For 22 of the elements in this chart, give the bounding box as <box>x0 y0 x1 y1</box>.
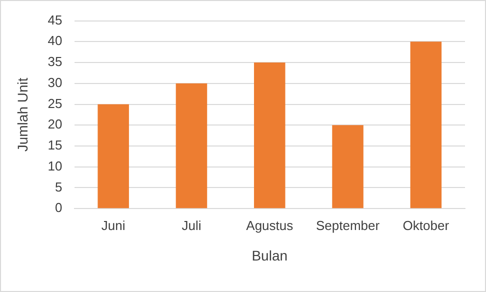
bar <box>176 83 208 208</box>
bar <box>332 125 364 208</box>
bar <box>98 104 129 208</box>
y-tick-label: 5 <box>55 179 62 194</box>
y-tick-label: 35 <box>48 54 62 70</box>
y-tick-label: 15 <box>48 138 62 153</box>
y-tick-label: 0 <box>55 200 62 216</box>
y-tick-label: 40 <box>48 33 62 48</box>
bar <box>254 62 286 208</box>
y-tick-label: 30 <box>48 74 62 90</box>
y-tick-label: 20 <box>48 116 62 132</box>
y-tick-label: 25 <box>48 96 62 111</box>
bar <box>410 42 442 208</box>
x-tick-label: Oktober <box>402 218 450 233</box>
x-tick-label: Agustus <box>246 218 294 233</box>
y-axis-title: Jumlah Unit <box>14 78 30 152</box>
x-axis-title: Bulan <box>252 247 288 264</box>
y-tick-label: 10 <box>48 158 62 174</box>
y-tick-label: 45 <box>48 12 62 28</box>
x-tick-label: Juni <box>101 218 126 233</box>
x-tick-label: Juli <box>182 218 202 233</box>
x-tick-label: September <box>316 218 380 233</box>
